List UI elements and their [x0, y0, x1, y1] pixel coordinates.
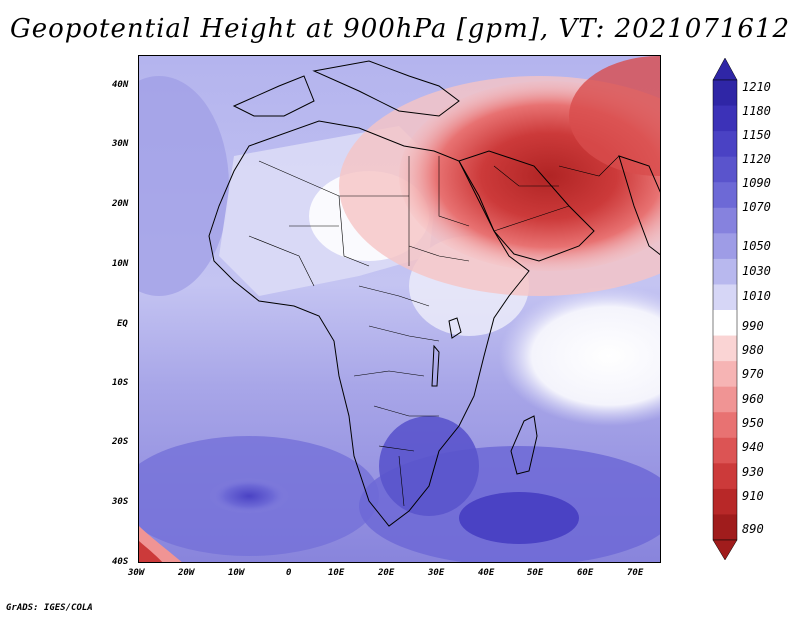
lon-label-30e: 30E	[428, 568, 445, 578]
map-panel	[138, 55, 661, 563]
south-indian-high-core	[459, 492, 579, 544]
geopotential-map	[139, 56, 660, 562]
lat-label-20n: 20N	[112, 199, 129, 209]
colorbar-label-1030: 1030	[742, 264, 771, 278]
coastlines	[208, 60, 660, 527]
colorbar	[712, 58, 738, 561]
heat-low-east	[569, 56, 660, 176]
colorbar-label-890: 890	[742, 522, 764, 536]
colorbar-label-950: 950	[742, 416, 764, 430]
lat-label-30n: 30N	[112, 139, 129, 149]
colorbar-swatch	[713, 156, 737, 183]
lon-label-50e: 50E	[527, 568, 544, 578]
colorbar-label-1210: 1210	[742, 80, 771, 94]
lat-label-10s: 10S	[112, 378, 129, 388]
colorbar-label-1120: 1120	[742, 152, 771, 166]
colorbar-bottom-arrow	[712, 539, 738, 561]
grads-credit: GrADS: IGES/COLA	[6, 603, 93, 613]
southern-africa-high	[379, 416, 479, 516]
lon-label-60e: 60E	[577, 568, 594, 578]
colorbar-swatch	[713, 310, 737, 337]
sw-corner-low-core	[139, 541, 163, 562]
colorbar-label-960: 960	[742, 392, 764, 406]
colorbar-swatch	[713, 131, 737, 158]
colorbar-label-910: 910	[742, 489, 764, 503]
colorbar-swatch	[713, 463, 737, 490]
colorbar-swatch	[713, 361, 737, 388]
lon-label-0: 0	[286, 568, 292, 578]
lat-label-30s: 30S	[112, 497, 129, 507]
lon-label-20e: 20E	[378, 568, 395, 578]
lat-label-40s: 40S	[112, 557, 129, 567]
colorbar-swatch	[713, 80, 737, 107]
country-borders	[248, 155, 620, 507]
colorbar-swatch	[713, 284, 737, 311]
colorbar-swatch	[713, 233, 737, 260]
colorbar-swatch	[713, 386, 737, 413]
colorbar-label-1180: 1180	[742, 104, 771, 118]
lat-label-20s: 20S	[112, 437, 129, 447]
colorbar-swatch	[713, 514, 737, 541]
map-title: Geopotential Height at 900hPa [gpm], VT:…	[9, 14, 791, 44]
colorbar-swatch	[713, 258, 737, 285]
colorbar-label-1150: 1150	[742, 128, 771, 142]
colorbar-label-1070: 1070	[742, 200, 771, 214]
lon-label-70e: 70E	[627, 568, 644, 578]
colorbar-swatch	[713, 105, 737, 132]
south-atlantic-high-core	[209, 478, 289, 514]
lon-label-10e: 10E	[328, 568, 345, 578]
colorbar-swatch	[713, 207, 737, 234]
lat-label-10n: 10N	[112, 259, 129, 269]
atlantic-high-area	[139, 76, 229, 296]
colorbar-label-970: 970	[742, 367, 764, 381]
lat-label-eq: EQ	[117, 319, 128, 329]
lon-label-10w: 10W	[228, 568, 245, 578]
colorbar-swatch	[713, 335, 737, 362]
lon-label-30w: 30W	[128, 568, 145, 578]
colorbar-label-990: 990	[742, 319, 764, 333]
indian-ocean-white-area	[499, 286, 660, 426]
colorbar-label-1010: 1010	[742, 289, 771, 303]
colorbar-swatch	[713, 437, 737, 464]
colorbar-label-940: 940	[742, 440, 764, 454]
colorbar-swatch	[713, 488, 737, 515]
colorbar-top-arrow	[712, 58, 738, 81]
colorbar-label-1050: 1050	[742, 239, 771, 253]
lon-label-20w: 20W	[178, 568, 195, 578]
colorbar-label-980: 980	[742, 343, 764, 357]
lat-label-40n: 40N	[112, 80, 129, 90]
colorbar-swatch	[713, 182, 737, 209]
colorbar-label-930: 930	[742, 465, 764, 479]
colorbar-swatch	[713, 412, 737, 439]
lon-label-40e: 40E	[478, 568, 495, 578]
colorbar-label-1090: 1090	[742, 176, 771, 190]
